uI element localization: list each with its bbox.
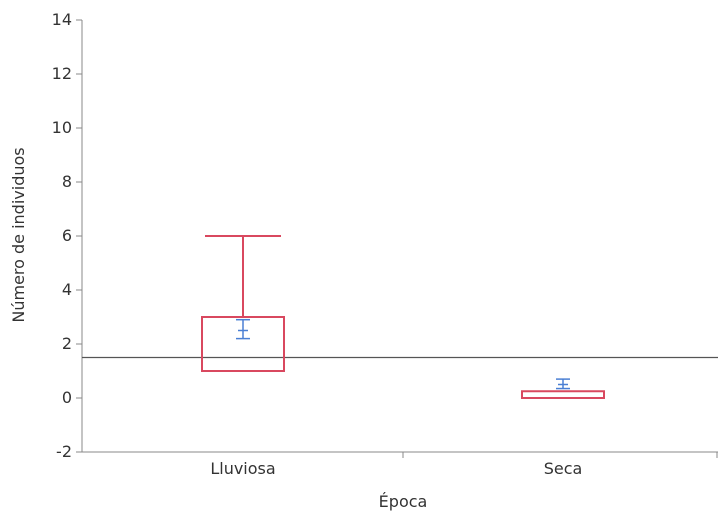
y-tick-label: 10 — [52, 118, 72, 137]
y-tick-label: 6 — [62, 226, 72, 245]
box-rect — [521, 390, 605, 399]
x-axis: Lluviosa Seca — [82, 451, 718, 478]
y-tick-label: -2 — [56, 442, 72, 461]
x-tick-label: Seca — [544, 459, 583, 478]
y-tick-label: 8 — [62, 172, 72, 191]
x-axis-title: Época — [379, 492, 428, 511]
y-tick-label: 0 — [62, 388, 72, 407]
y-tick-label: 12 — [52, 64, 72, 83]
y-tick-label: 14 — [52, 10, 72, 29]
plot-area — [82, 235, 718, 399]
y-axis: -2 0 2 4 6 8 10 12 14 — [52, 10, 83, 461]
x-tick-label: Lluviosa — [210, 459, 275, 478]
y-tick-label: 4 — [62, 280, 72, 299]
y-axis-title: Número de individuos — [9, 147, 28, 322]
y-tick-label: 2 — [62, 334, 72, 353]
box-rect — [201, 316, 285, 372]
